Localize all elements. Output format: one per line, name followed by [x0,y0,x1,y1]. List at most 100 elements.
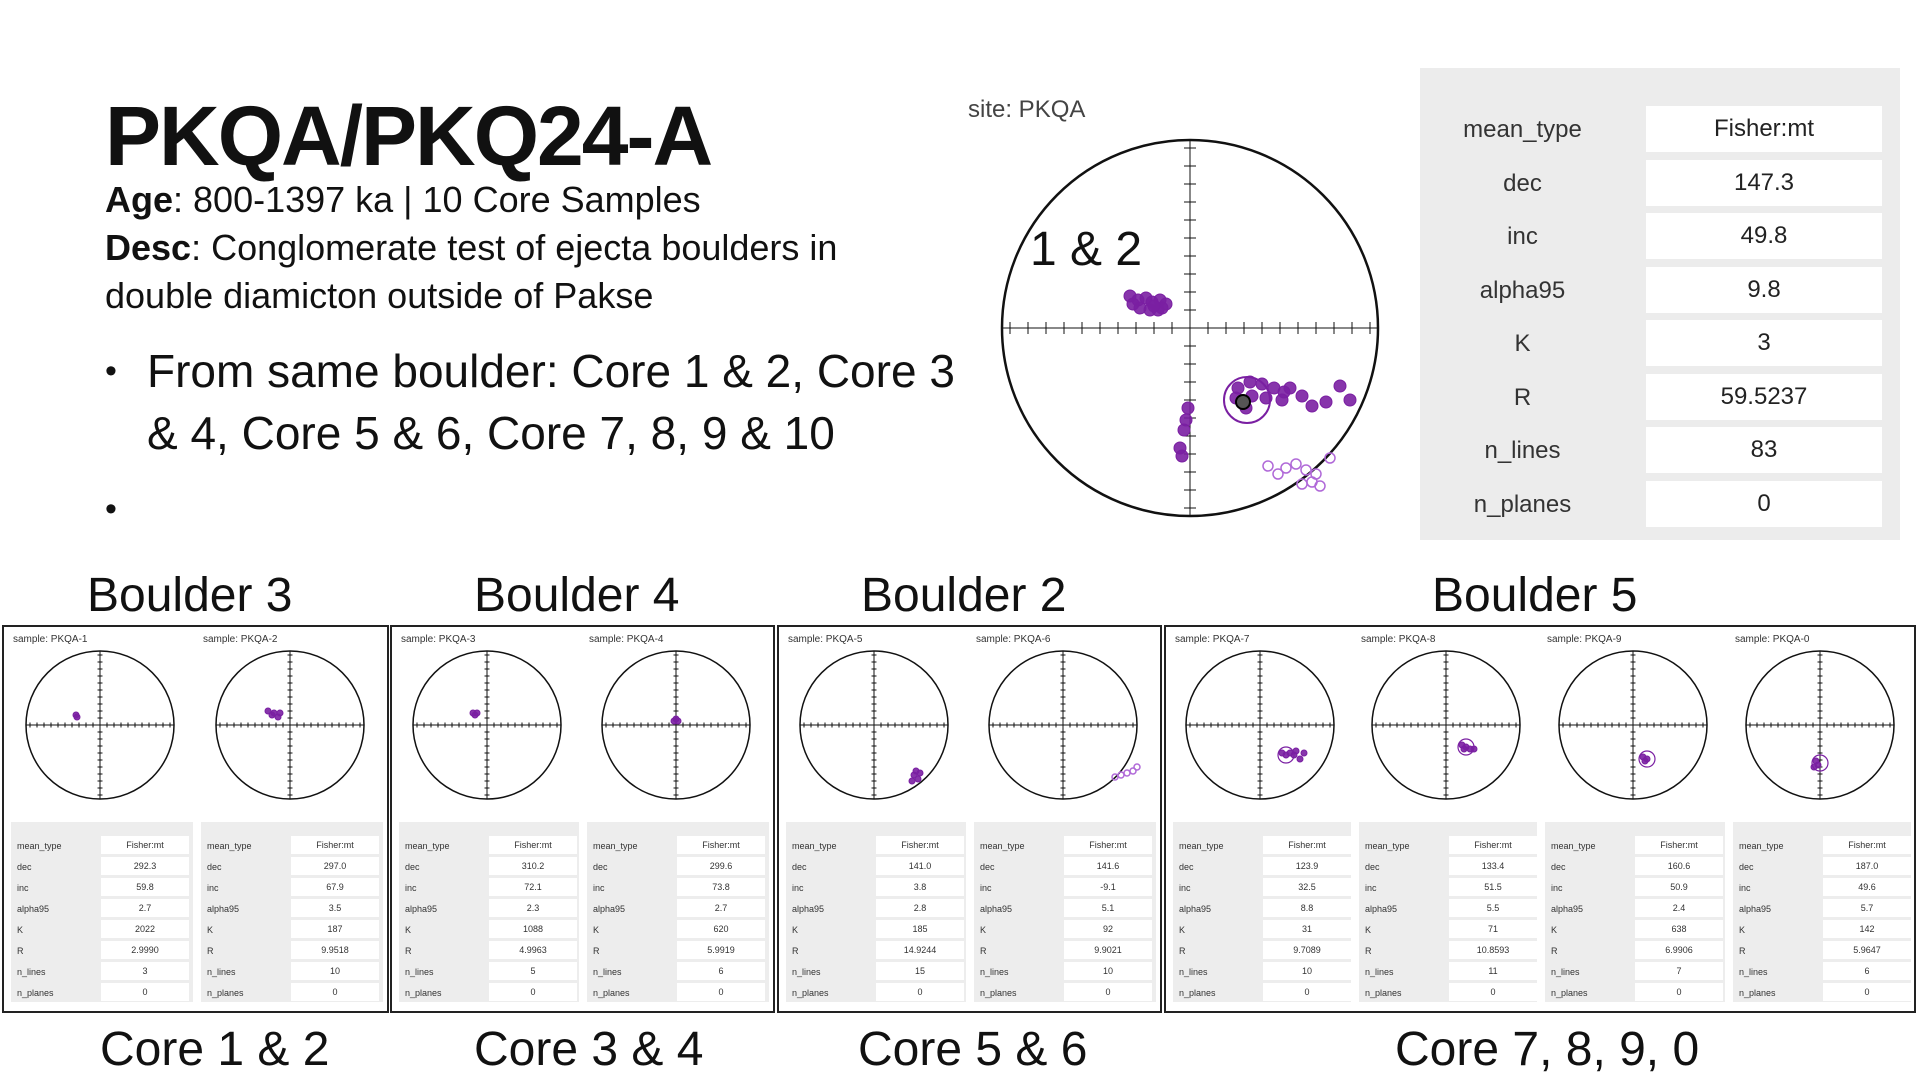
sample-stats-key: R [980,946,987,956]
sample-stats-row: dec 133.4 [1359,857,1537,877]
stats-key: n_planes [1473,490,1572,518]
sample-stats-value: 59.8 [101,878,189,896]
sample-stats-row: K 2022 [11,920,193,940]
sample-stereonet [799,650,949,800]
sample-stats-key: alpha95 [17,904,50,914]
desc-text-1: : Conglomerate test of ejecta boulders i… [191,227,838,268]
desc-label: Desc [105,227,192,268]
sample-stats-row: n_planes 0 [1173,983,1351,1003]
sample-stats-row: R 5.9647 [1733,941,1911,961]
stats-value: 3 [1646,320,1882,366]
sample-stats-value: 6 [1823,962,1911,980]
stereonet-point [1319,395,1333,409]
sample-stats-row: dec 299.6 [587,857,769,877]
sample-stats-value: 9.9518 [291,941,379,959]
sample-stats-row: inc 32.5 [1173,878,1351,898]
sample-stats-key: dec [1365,862,1380,872]
stereonet-point [1175,449,1189,463]
sample-stats-value: 11 [1449,962,1537,980]
sample-stats-row: mean_type Fisher:mt [11,836,193,856]
sample-stats-value: 67.9 [291,878,379,896]
confidence-circle [1277,746,1295,764]
sample-point [270,709,278,717]
sample-stats-row: alpha95 8.8 [1173,899,1351,919]
sample-stats-row: dec 187.0 [1733,857,1911,877]
sample-stats-row: dec 141.0 [786,857,966,877]
sample-stats-row: K 185 [786,920,966,940]
sample-stats-key: inc [405,883,417,893]
sample-stats-value: 2.7 [101,899,189,917]
site-stats-table: mean_type Fisher:mt dec 147.3 inc 49.8 alpha95… [1420,68,1900,540]
sample-stats-row: inc -9.1 [974,878,1156,898]
sample-stats-key: K [17,925,24,935]
sample-stats-value: 2.7 [677,899,765,917]
sample-stats-row: mean_type Fisher:mt [974,836,1156,856]
sample-stats-key: n_lines [1365,967,1394,977]
sample-stats-row: K 1088 [399,920,579,940]
sample-panel: sample: PKQA-5 mean_type Fisher:mt dec 141.0… [782,627,970,1011]
sample-stats-key: n_lines [405,967,434,977]
sample-stats-row: K 142 [1733,920,1911,940]
confidence-circle [1223,376,1271,424]
sample-panel: sample: PKQA-8 mean_type Fisher:mt dec 133.4… [1355,627,1541,1011]
bullet-item-empty [105,478,985,540]
desc-line-1: Desc: Conglomerate test of ejecta boulde… [105,224,837,272]
core-label: Core 1 & 2 [100,1023,330,1076]
sample-stereonet [25,650,175,800]
sample-stats-key: K [1179,925,1186,935]
site-plot-label: site: PKQA [968,96,1086,123]
sample-panel: sample: PKQA-4 mean_type Fisher:mt dec 299.6… [583,627,773,1011]
sample-stats-key: R [1551,946,1558,956]
sample-stats-key: R [17,946,24,956]
sample-stats-value: 5.9647 [1823,941,1911,959]
sample-stats-row: n_lines 6 [1733,962,1911,982]
sample-stats-row: R 10.8593 [1359,941,1537,961]
plot-annotation: 1 & 2 [1030,223,1143,276]
sample-stats-value: Fisher:mt [101,836,189,854]
sample-stats-value: 9.7089 [1263,941,1351,959]
sample-stats-row: n_planes 0 [201,983,383,1003]
stereonet-point [1272,468,1284,480]
boulder-label: Boulder 5 [1432,569,1638,622]
sample-label: sample: PKQA-2 [203,634,278,645]
sample-stats-key: alpha95 [1551,904,1584,914]
sample-stats-value: 10 [1064,962,1152,980]
sample-stats-key: n_planes [207,988,244,998]
sample-stats-value: 71 [1449,920,1537,938]
sample-stats-key: dec [1551,862,1566,872]
sample-stats-value: 0 [1635,983,1723,1001]
sample-stats-key: alpha95 [1365,904,1398,914]
stats-key: alpha95 [1479,276,1566,304]
sample-stats-value: 5.1 [1064,899,1152,917]
stats-key: dec [1503,169,1542,197]
sample-stats-row: n_planes 0 [974,983,1156,1003]
stats-value: 59.5237 [1646,373,1882,420]
stats-value: Fisher:mt [1646,106,1882,152]
sample-stats-key: dec [405,862,420,872]
desc-line-2: double diamicton outside of Pakse [105,275,654,316]
stats-row: n_lines 83 [1420,427,1900,475]
sample-stats-value: Fisher:mt [291,836,379,854]
core-label: Core 5 & 6 [858,1023,1088,1076]
sample-stats-row: mean_type Fisher:mt [1733,836,1911,856]
stats-row: alpha95 9.8 [1420,266,1900,315]
sample-stats-key: K [1739,925,1746,935]
stats-value: 9.8 [1646,266,1882,313]
stereonet-point [1275,393,1289,407]
confidence-circle [1457,738,1475,756]
sample-stats-key: mean_type [980,841,1025,851]
sample-stats-key: K [405,925,412,935]
sample-stats-row: R 4.9963 [399,941,579,961]
sample-stats-row: inc 3.8 [786,878,966,898]
stereonet-point [1314,480,1326,492]
sample-stats-key: dec [207,862,222,872]
sample-stats-key: alpha95 [207,904,240,914]
sample-panel: sample: PKQA-1 mean_type Fisher:mt dec 292.3… [7,627,197,1011]
stats-value: 0 [1646,480,1882,527]
sample-stats-value: 0 [489,983,577,1001]
site-stereonet [1000,138,1380,518]
sample-stats-value: Fisher:mt [1823,836,1911,854]
sample-point [1643,755,1651,763]
stats-key: R [1513,383,1532,411]
sample-stats-row: n_lines 10 [201,962,383,982]
